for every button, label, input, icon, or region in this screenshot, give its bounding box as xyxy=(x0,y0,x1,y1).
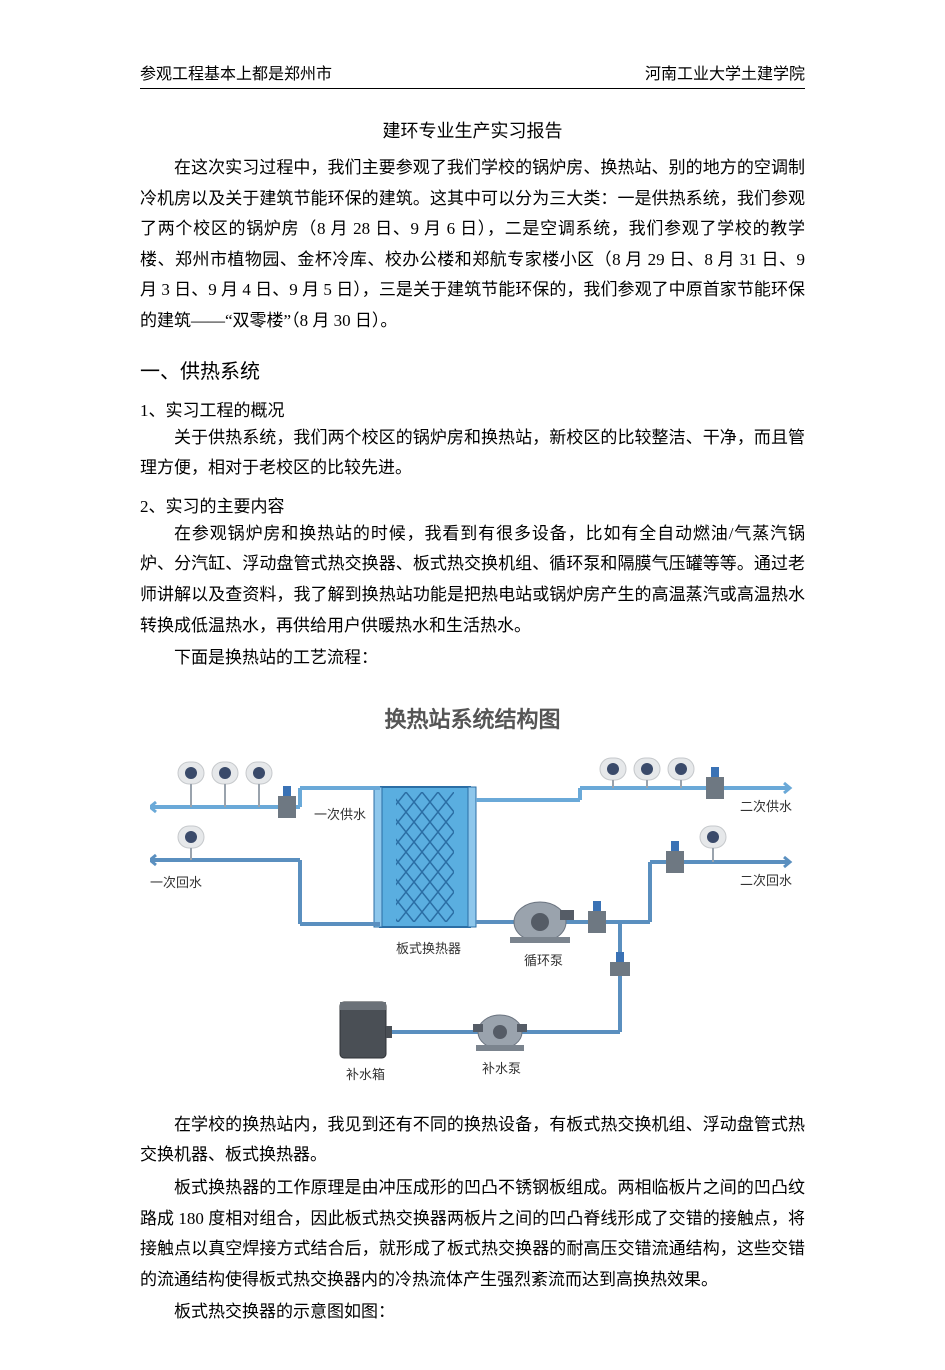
label-secondary-return: 二次回水 xyxy=(740,870,792,889)
intro-paragraph: 在这次实习过程中，我们主要参观了我们学校的锅炉房、换热站、别的地方的空调制冷机房… xyxy=(140,153,805,337)
valve-icon xyxy=(706,767,724,799)
page-header: 参观工程基本上都是郑州市 河南工业大学土建学院 xyxy=(140,60,805,89)
after-p3: 板式热交换器的示意图如图： xyxy=(140,1297,805,1328)
gauge-icon xyxy=(700,826,726,862)
document-page: 参观工程基本上都是郑州市 河南工业大学土建学院 建环专业生产实习报告 在这次实习… xyxy=(0,0,945,1370)
diagram-title: 换热站系统结构图 xyxy=(140,702,805,734)
section-1-2-p1: 在参观锅炉房和换热站的时候，我看到有很多设备，比如有全自动燃油/气蒸汽锅炉、分汽… xyxy=(140,519,805,641)
valve-icon xyxy=(278,786,296,818)
label-plate-hx: 板式换热器 xyxy=(396,938,461,957)
label-secondary-supply: 二次供水 xyxy=(740,796,792,815)
valve-icon xyxy=(666,841,684,873)
gauge-icon xyxy=(178,826,204,860)
label-primary-supply: 一次供水 xyxy=(314,804,366,823)
gauge-icon xyxy=(634,758,660,788)
makeup-tank-icon xyxy=(340,1002,392,1058)
diagram-container: 换热站系统结构图 xyxy=(140,702,805,1092)
gauge-icon xyxy=(246,762,272,807)
section-1-2-heading: 2、实习的主要内容 xyxy=(140,492,805,517)
makeup-pump-icon xyxy=(473,1015,527,1051)
label-makeup-pump: 补水泵 xyxy=(482,1058,521,1077)
label-makeup-tank: 补水箱 xyxy=(346,1064,385,1083)
gauge-icon xyxy=(600,758,626,788)
diagram-svg xyxy=(150,752,810,1092)
gauge-icon xyxy=(668,758,694,788)
gauge-icon xyxy=(178,762,204,807)
section-1-heading: 一、供热系统 xyxy=(140,355,805,384)
label-circ-pump: 循环泵 xyxy=(524,950,563,969)
primary-return-pipe xyxy=(150,860,380,924)
after-p2: 板式换热器的工作原理是由冲压成形的凹凸不锈钢板组成。两相临板片之间的凹凸纹路成 … xyxy=(140,1173,805,1295)
label-primary-return: 一次回水 xyxy=(150,872,202,891)
after-p1: 在学校的换热站内，我见到还有不同的换热设备，有板式热交换机组、浮动盘管式热交换机… xyxy=(140,1110,805,1171)
header-left: 参观工程基本上都是郑州市 xyxy=(140,60,332,84)
makeup-valve-icon xyxy=(610,952,630,976)
plate-heat-exchanger-icon xyxy=(374,787,476,927)
circ-pump-icon xyxy=(510,902,574,943)
doc-title: 建环专业生产实习报告 xyxy=(140,117,805,143)
header-right: 河南工业大学土建学院 xyxy=(645,60,805,84)
heat-exchange-diagram: 一次供水 一次回水 二次供水 二次回水 板式换热器 循环泵 补水箱 补水泵 xyxy=(150,752,810,1092)
section-1-1-p1: 关于供热系统，我们两个校区的锅炉房和换热站，新校区的比较整洁、干净，而且管理方便… xyxy=(140,423,805,484)
section-1-2-p2: 下面是换热站的工艺流程： xyxy=(140,643,805,674)
gauge-icon xyxy=(212,762,238,807)
valve-icon xyxy=(588,901,606,933)
section-1-1-heading: 1、实习工程的概况 xyxy=(140,396,805,421)
